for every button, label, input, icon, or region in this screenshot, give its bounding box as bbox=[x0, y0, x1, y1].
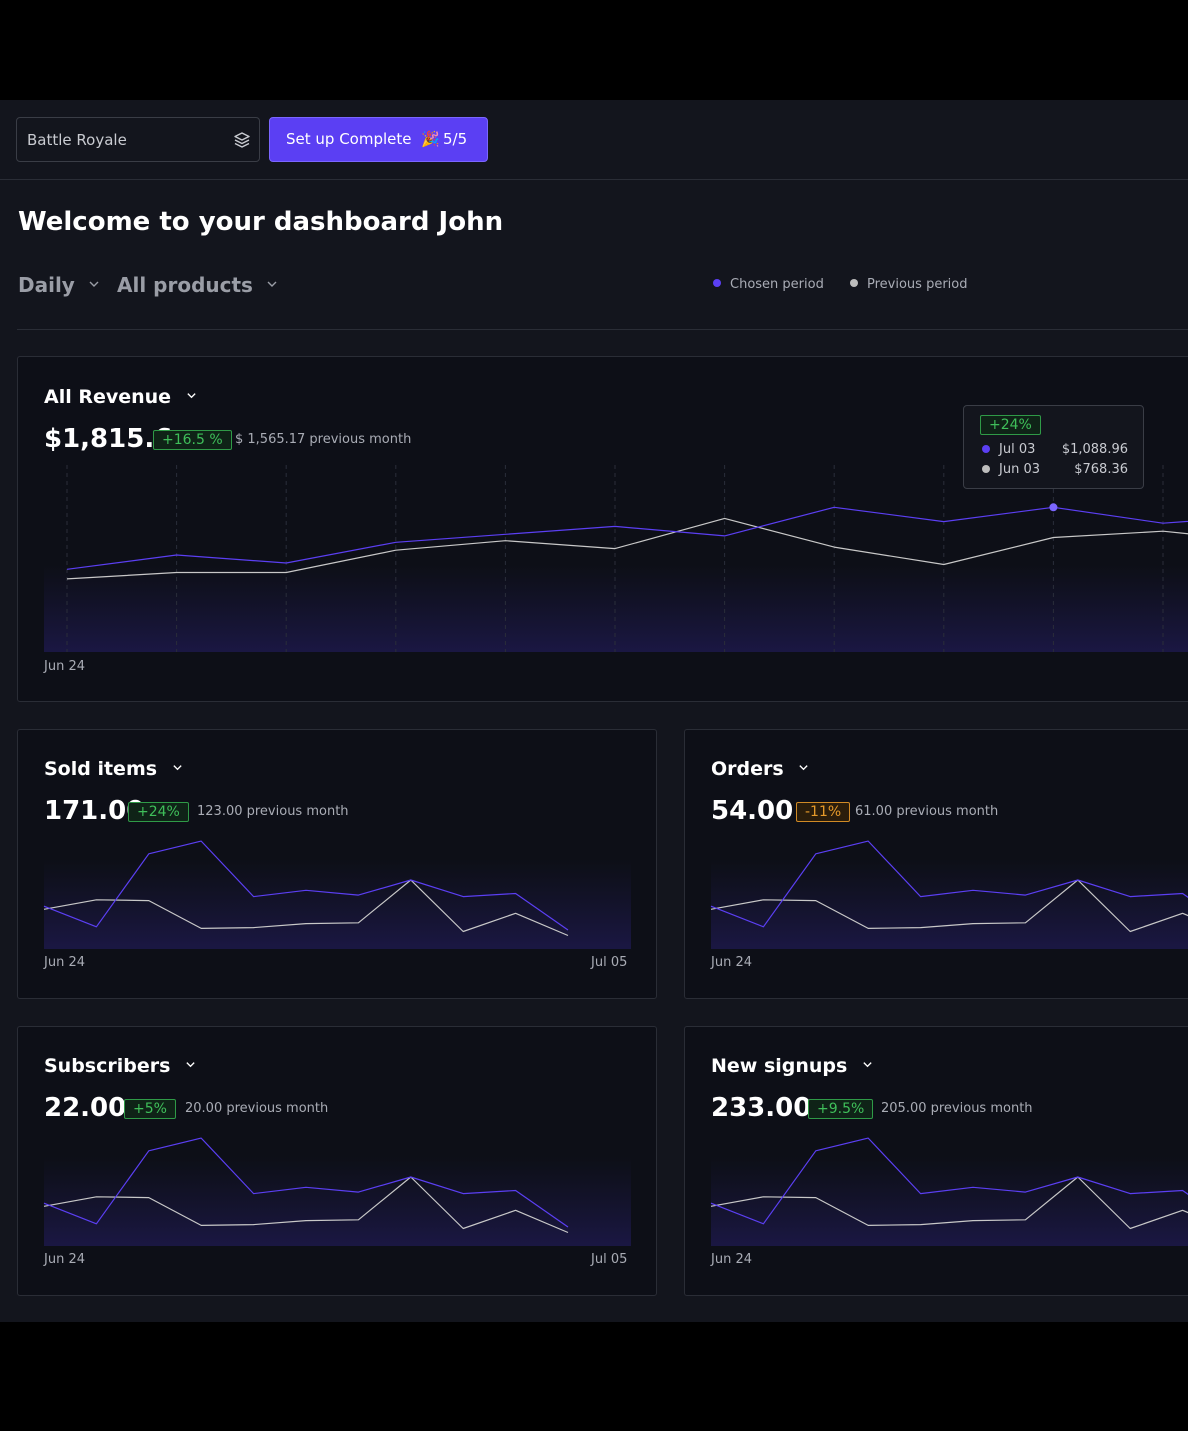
orders-value: 54.00 bbox=[711, 796, 794, 826]
chevron-down-icon bbox=[799, 765, 808, 771]
tooltip-change-badge: +24% bbox=[980, 415, 1041, 435]
legend-previous-label: Previous period bbox=[867, 277, 968, 292]
chosen-dot bbox=[713, 279, 721, 287]
sold-items-previous-text: 123.00 previous month bbox=[197, 804, 349, 819]
orders-title[interactable]: Orders bbox=[711, 758, 809, 780]
tooltip-date: Jun 03 bbox=[999, 462, 1040, 477]
new-signups-value: 233.00 bbox=[711, 1093, 812, 1123]
new-signups-previous-text: 205.00 previous month bbox=[881, 1101, 1033, 1116]
revenue-value: $1,815.6 bbox=[44, 424, 173, 454]
subscribers-previous-text: 20.00 previous month bbox=[185, 1101, 329, 1116]
sold-items-title[interactable]: Sold items bbox=[44, 758, 183, 780]
subscribers-card: Subscribers 22.00 +5% 20.00 previous mon… bbox=[17, 1026, 657, 1296]
chevron-down-icon bbox=[173, 765, 182, 771]
sold-items-x-start: Jun 24 bbox=[44, 955, 85, 970]
previous-period-line bbox=[66, 517, 1188, 580]
setup-label: Set up Complete bbox=[286, 130, 412, 148]
chosen-period-line bbox=[43, 1137, 569, 1228]
tooltip-row-previous: Jun 03 $768.36 bbox=[982, 462, 1128, 477]
orders-previous-text: 61.00 previous month bbox=[855, 804, 999, 819]
orders-change-badge: -11% bbox=[796, 802, 851, 822]
subscribers-chart[interactable] bbox=[43, 1127, 631, 1246]
period-filter[interactable]: Daily bbox=[18, 273, 100, 297]
previous-dot bbox=[850, 279, 858, 287]
legend-previous: Previous period bbox=[850, 277, 967, 292]
period-filter-label: Daily bbox=[18, 273, 75, 297]
revenue-card: All Revenue $1,815.6 +16.5 % $ 1,565.17 … bbox=[17, 356, 1188, 702]
revenue-title[interactable]: All Revenue bbox=[44, 386, 197, 408]
dashboard-app: Battle Royale Set up Complete 🎉 5/5 Welc… bbox=[0, 100, 1188, 1322]
tooltip-value: $768.36 bbox=[1074, 462, 1128, 477]
chevron-down-icon bbox=[186, 1062, 195, 1068]
chart-tooltip: +24% Jul 03 $1,088.96 Jun 03 $768.36 bbox=[963, 405, 1144, 489]
orders-card: Orders 54.00 -11% 61.00 previous month J… bbox=[684, 729, 1188, 999]
highlight-point bbox=[1049, 503, 1058, 512]
orders-chart[interactable] bbox=[710, 830, 1188, 949]
party-icon: 🎉 bbox=[421, 130, 440, 148]
sold-items-value: 171.00 bbox=[44, 796, 145, 826]
sold-items-title-label: Sold items bbox=[44, 758, 158, 780]
legend-chosen: Chosen period bbox=[713, 277, 824, 292]
tooltip-date: Jul 03 bbox=[999, 442, 1036, 457]
new-signups-title-label: New signups bbox=[711, 1055, 848, 1077]
chart-area-fill bbox=[44, 565, 1188, 652]
legend-chosen-label: Chosen period bbox=[730, 277, 824, 292]
orders-x-start: Jun 24 bbox=[711, 955, 752, 970]
previous-period-line bbox=[43, 1176, 569, 1234]
chosen-period-line bbox=[66, 506, 1188, 570]
subscribers-title-label: Subscribers bbox=[44, 1055, 171, 1077]
products-filter-label: All products bbox=[117, 273, 253, 297]
setup-progress: 5/5 bbox=[443, 130, 468, 148]
revenue-chart[interactable] bbox=[44, 465, 1188, 652]
chart-area-fill bbox=[711, 1157, 1188, 1246]
subscribers-x-end: Jul 05 bbox=[591, 1252, 628, 1267]
subscribers-x-start: Jun 24 bbox=[44, 1252, 85, 1267]
tooltip-value: $1,088.96 bbox=[1061, 442, 1128, 457]
chart-area-fill bbox=[44, 860, 631, 949]
chevron-down-icon bbox=[863, 1062, 872, 1068]
sold-items-x-end: Jul 05 bbox=[591, 955, 628, 970]
new-signups-title[interactable]: New signups bbox=[711, 1055, 873, 1077]
top-bar: Battle Royale Set up Complete 🎉 5/5 bbox=[0, 100, 1188, 180]
subscribers-title[interactable]: Subscribers bbox=[44, 1055, 196, 1077]
previous-period-line bbox=[43, 879, 569, 937]
sold-items-change-badge: +24% bbox=[128, 802, 189, 822]
revenue-change-badge: +16.5 % bbox=[153, 430, 232, 450]
sold-items-card: Sold items 171.00 +24% 123.00 previous m… bbox=[17, 729, 657, 999]
chosen-period-line bbox=[710, 840, 1188, 928]
layers-icon bbox=[234, 132, 250, 148]
subscribers-value: 22.00 bbox=[44, 1093, 127, 1123]
sold-items-chart[interactable] bbox=[43, 830, 631, 949]
previous-period-line bbox=[710, 879, 1188, 933]
chosen-period-line bbox=[710, 1137, 1188, 1225]
revenue-x-start: Jun 24 bbox=[44, 659, 85, 674]
subscribers-change-badge: +5% bbox=[124, 1099, 176, 1119]
chart-area-fill bbox=[711, 860, 1188, 949]
chevron-down-icon bbox=[89, 281, 99, 287]
chevron-down-icon bbox=[187, 393, 196, 399]
divider bbox=[17, 329, 1188, 330]
tooltip-row-current: Jul 03 $1,088.96 bbox=[982, 442, 1128, 457]
new-signups-chart[interactable] bbox=[710, 1127, 1188, 1246]
chosen-dot bbox=[982, 445, 990, 453]
previous-period-line bbox=[710, 1176, 1188, 1230]
revenue-title-label: All Revenue bbox=[44, 386, 172, 408]
setup-complete-button[interactable]: Set up Complete 🎉 5/5 bbox=[269, 117, 488, 162]
project-name: Battle Royale bbox=[27, 131, 127, 149]
chart-area-fill bbox=[44, 1157, 631, 1246]
new-signups-change-badge: +9.5% bbox=[808, 1099, 874, 1119]
orders-title-label: Orders bbox=[711, 758, 784, 780]
new-signups-x-start: Jun 24 bbox=[711, 1252, 752, 1267]
previous-dot bbox=[982, 465, 990, 473]
products-filter[interactable]: All products bbox=[117, 273, 278, 297]
page-title: Welcome to your dashboard John bbox=[18, 207, 504, 237]
project-select[interactable]: Battle Royale bbox=[16, 117, 260, 162]
revenue-previous-text: $ 1,565.17 previous month bbox=[235, 432, 412, 447]
chosen-period-line bbox=[43, 840, 569, 931]
chevron-down-icon bbox=[267, 281, 277, 287]
new-signups-card: New signups 233.00 +9.5% 205.00 previous… bbox=[684, 1026, 1188, 1296]
